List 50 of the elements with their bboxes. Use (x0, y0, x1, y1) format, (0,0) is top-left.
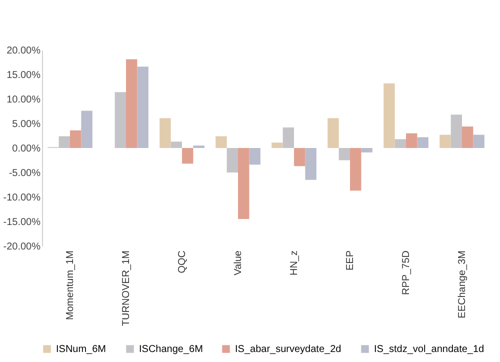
bar (58, 136, 70, 148)
bar (462, 126, 474, 148)
bar (282, 127, 294, 148)
x-tick-label: RPP_75D (401, 250, 412, 295)
x-tick-label: HN_z (289, 250, 300, 276)
y-tick-label: -5.00% (8, 168, 41, 179)
x-tick-label: Momentum_1M (65, 250, 76, 320)
y-tick-label: 0.00% (12, 144, 41, 154)
bar (216, 136, 227, 148)
bar (70, 130, 82, 148)
bar (384, 83, 395, 148)
bar (294, 148, 306, 166)
x-tick-label: Value (233, 250, 244, 276)
bar (394, 139, 406, 148)
bar (328, 118, 339, 148)
y-tick-label: -10.00% (3, 192, 41, 204)
bar (114, 92, 126, 148)
bar (272, 142, 283, 148)
y-tick-label: 15.00% (6, 70, 41, 81)
bar (249, 148, 260, 165)
bar (182, 148, 194, 164)
legend-label: ISChange_6M (139, 344, 203, 355)
x-tick-label: EEChange_3M (457, 250, 468, 318)
y-tick-label: -20.00% (3, 242, 41, 252)
bar (170, 142, 182, 148)
x-tick-label: EEP (345, 250, 356, 271)
bar (473, 134, 484, 148)
bar (361, 148, 372, 152)
x-tick-label: QQC (177, 250, 188, 274)
bar (238, 148, 250, 220)
legend-label: IS_stdz_vol_anndate_1d (374, 344, 484, 355)
bar (126, 59, 138, 148)
y-tick-label: 20.00% (6, 46, 41, 56)
bar (406, 133, 418, 148)
bar (350, 148, 362, 191)
bar (338, 148, 350, 160)
x-tick-label: TURNOVER_1M (121, 250, 132, 326)
bar (450, 114, 462, 148)
bar (137, 66, 148, 148)
bar (81, 110, 92, 148)
legend-label: IS_abar_surveydate_2d (235, 344, 342, 355)
legend-label: ISNum_6M (56, 344, 106, 355)
bar (417, 137, 428, 148)
y-tick-label: 10.00% (6, 94, 41, 106)
y-tick-label: -15.00% (3, 217, 41, 228)
bar (160, 118, 171, 148)
bar (305, 148, 316, 180)
y-tick-label: 5.00% (12, 119, 41, 130)
bar (226, 148, 238, 172)
bar (440, 134, 451, 148)
